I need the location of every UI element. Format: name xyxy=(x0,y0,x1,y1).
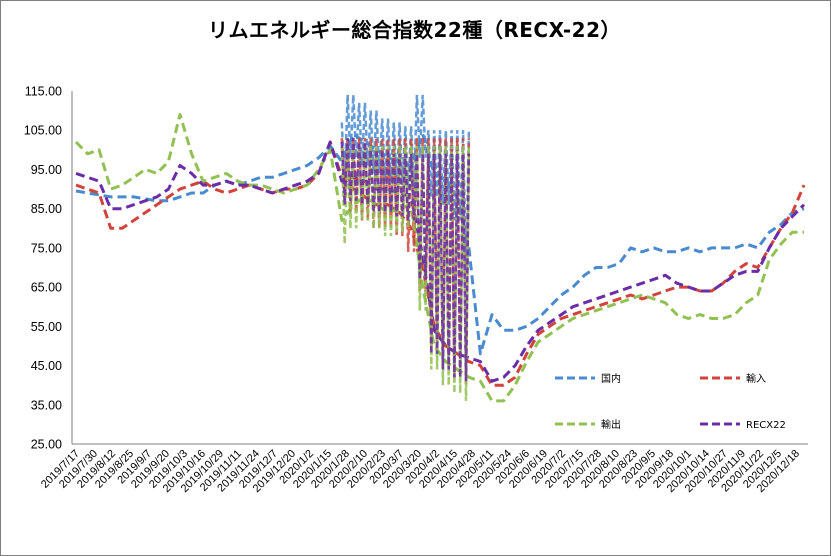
series-volatility-2 xyxy=(340,145,471,401)
y-tick-label: 35.00 xyxy=(31,398,62,412)
y-tick-label: 95.00 xyxy=(31,163,62,177)
y-tick-label: 55.00 xyxy=(31,320,62,334)
chart-title: リムエネルギー総合指数22種（RECX-22） xyxy=(208,18,621,42)
series-volatility-0 xyxy=(340,94,471,272)
series-line-2 xyxy=(74,113,804,403)
legend-label-2: 輸出 xyxy=(601,418,621,431)
y-tick-label: 85.00 xyxy=(31,202,62,216)
y-tick-label: 45.00 xyxy=(31,359,62,373)
legend-label-0: 国内 xyxy=(601,372,621,385)
legend-label-3: RECX22 xyxy=(746,420,786,431)
y-tick-label: 25.00 xyxy=(31,438,62,452)
y-tick-label: 105.00 xyxy=(24,124,62,138)
y-tick-label: 115.00 xyxy=(25,85,62,99)
series-volatility-3 xyxy=(340,138,471,382)
series-line-1 xyxy=(75,140,806,387)
legend-label-1: 輸入 xyxy=(746,372,766,385)
y-tick-label: 75.00 xyxy=(31,241,62,255)
series-line-3 xyxy=(75,140,806,383)
y-tick-label: 65.00 xyxy=(31,281,62,295)
